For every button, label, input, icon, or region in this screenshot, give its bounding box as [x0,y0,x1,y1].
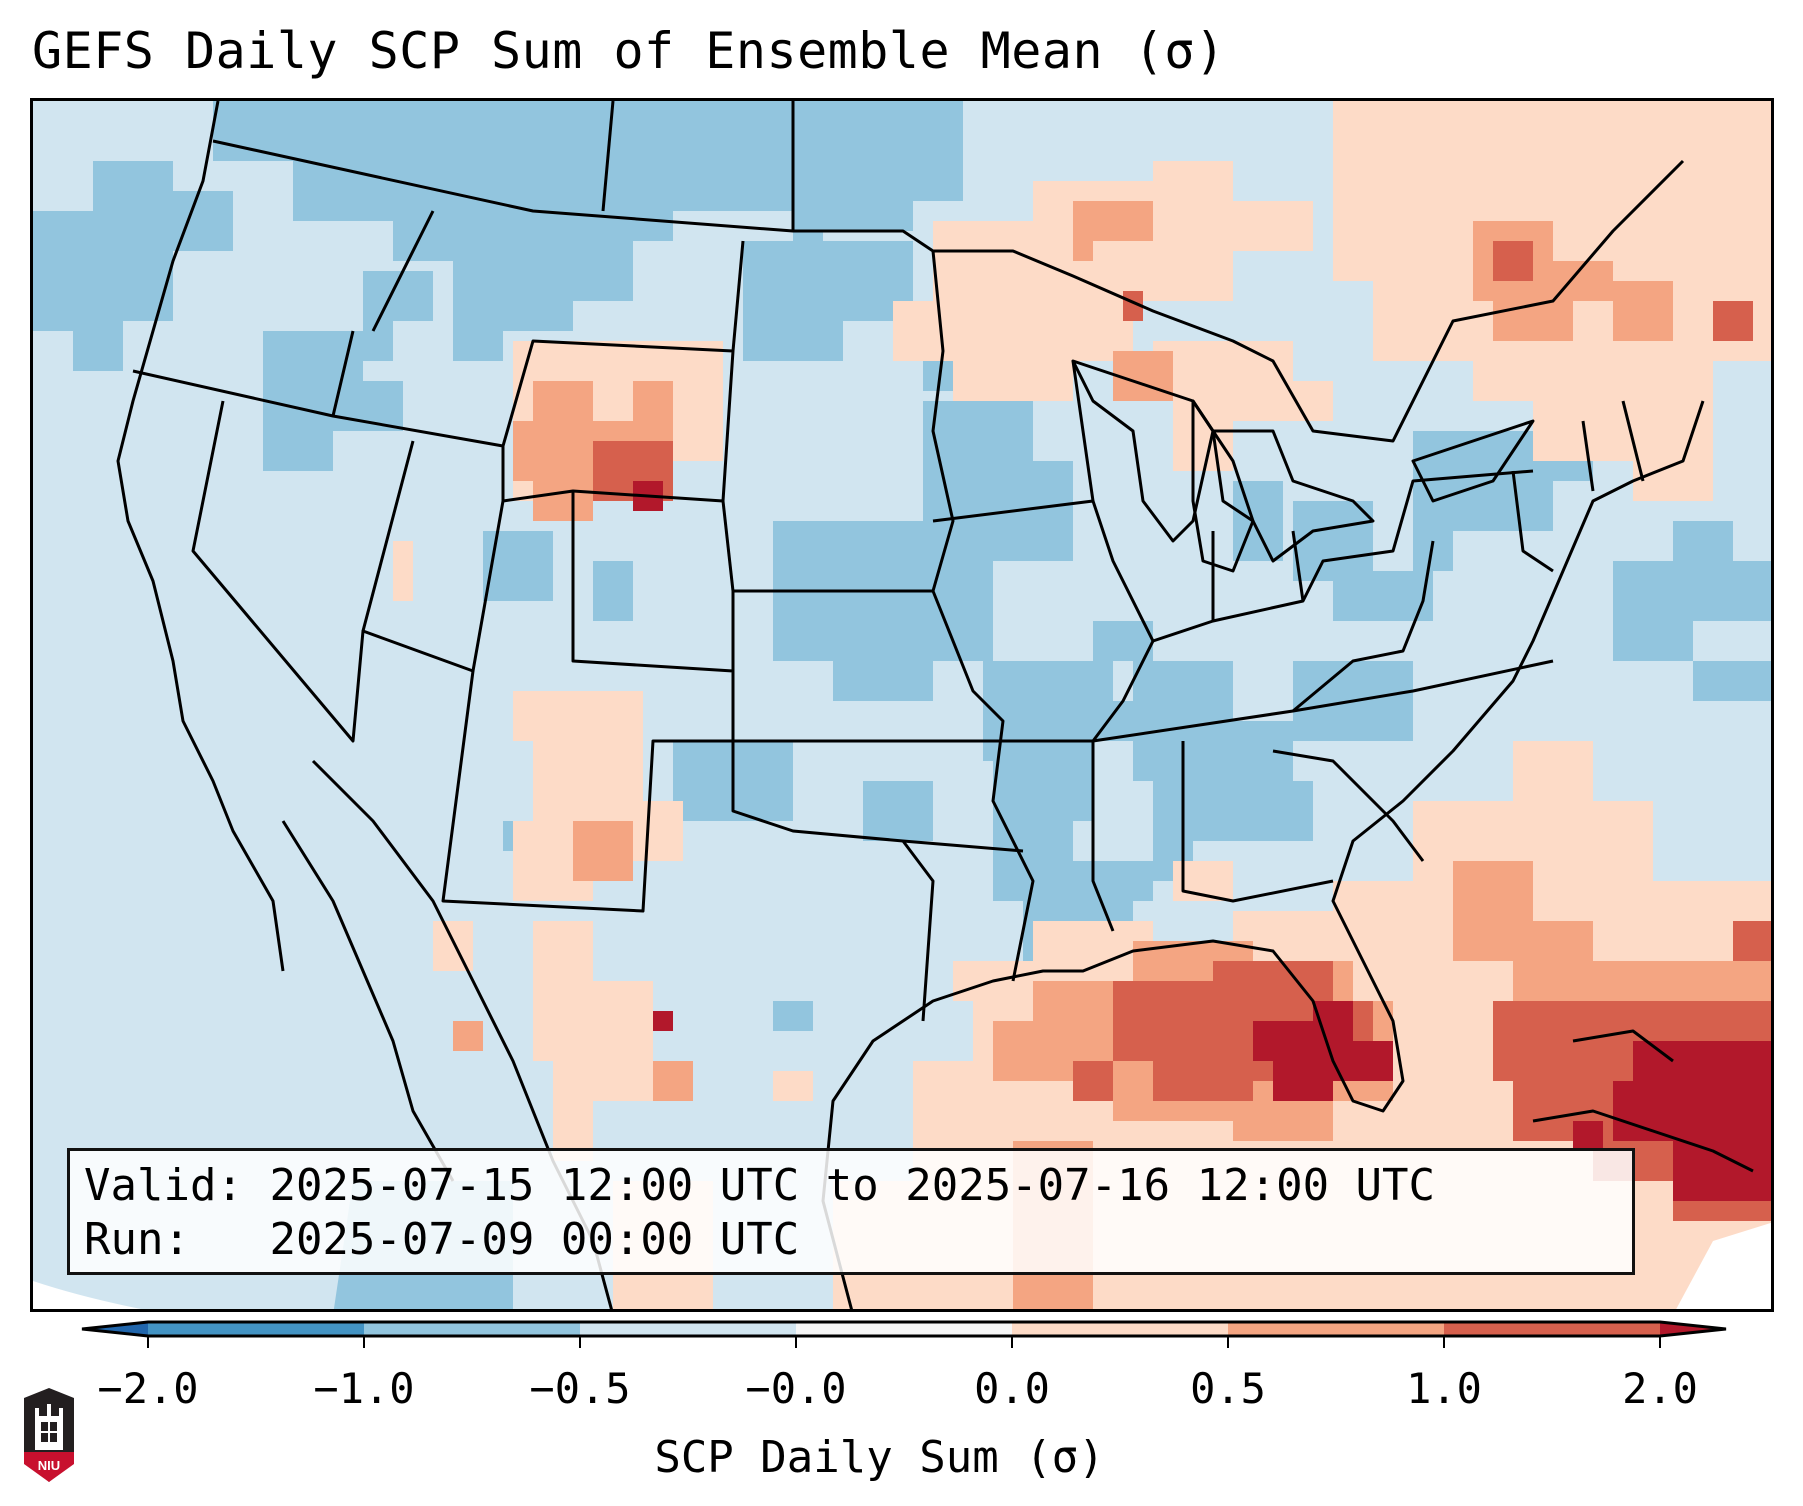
colorbar-extend-high [1660,1322,1726,1336]
colorbar-bin [148,1322,365,1336]
colorbar-tick-label: −1.0 [313,1364,415,1413]
colorbar-bin [364,1322,581,1336]
colorbar-label: SCP Daily Sum (σ) [0,1432,1803,1483]
colorbar-tick-label: −0.5 [529,1364,631,1413]
valid-label: Valid: [84,1160,243,1211]
run-row: Run: 2025-07-09 00:00 UTC [84,1213,1618,1267]
off-domain-area [33,1281,142,1309]
colorbar-tick-label: 2.0 [1622,1364,1698,1413]
chart-title: GEFS Daily SCP Sum of Ensemble Mean (σ) [32,22,1226,80]
map-panel [30,98,1774,1312]
colorbar-extend-low [82,1322,148,1336]
colorbar [81,1320,1727,1348]
valid-time-box: Valid: 2025-07-15 12:00 UTC to 2025-07-1… [67,1148,1635,1275]
colorbar-tick-label: 0.0 [974,1364,1050,1413]
colorbar-bin [1444,1322,1661,1336]
colorbar-bin [580,1322,797,1336]
colorbar-tick-label: 1.0 [1406,1364,1482,1413]
run-value: 2025-07-09 00:00 UTC [269,1214,800,1265]
colorbar-label-text: SCP Daily Sum (σ) [654,1432,1105,1483]
colorbar-bin [796,1322,1013,1336]
map-svg [33,101,1771,1309]
colorbar-tick-label: −0.0 [745,1364,847,1413]
colorbar-tick-label: −2.0 [97,1364,199,1413]
colorbar-bin [1228,1322,1445,1336]
niu-logo: NIU [24,1388,74,1482]
valid-row: Valid: 2025-07-15 12:00 UTC to 2025-07-1… [84,1159,1618,1213]
run-label: Run: [84,1214,190,1265]
logo-text: NIU [38,1458,60,1473]
colorbar-tick-label: 0.5 [1190,1364,1266,1413]
colorbar-bin [1012,1322,1229,1336]
off-domain-area-right [1676,1222,1771,1309]
valid-value: 2025-07-15 12:00 UTC to 2025-07-16 12:00… [269,1160,1436,1211]
boundaries [116,101,1754,1309]
negative-anomaly-patches [33,101,1771,1309]
